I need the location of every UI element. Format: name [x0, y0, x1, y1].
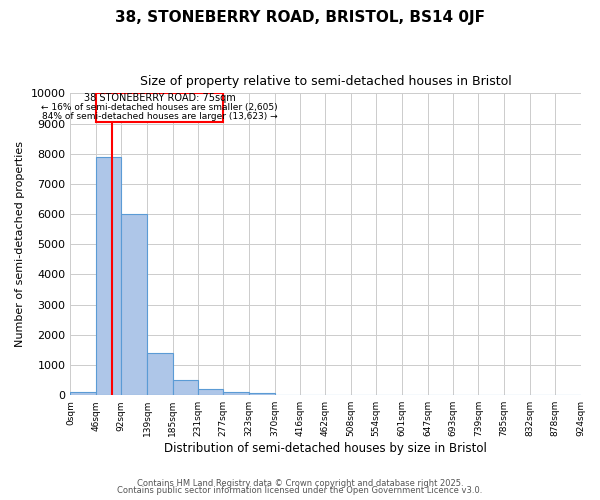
Text: ← 16% of semi-detached houses are smaller (2,605): ← 16% of semi-detached houses are smalle…	[41, 102, 278, 112]
Bar	[223, 392, 249, 395]
Y-axis label: Number of semi-detached properties: Number of semi-detached properties	[15, 142, 25, 348]
Bar	[121, 214, 147, 395]
Bar	[173, 380, 198, 395]
Bar	[249, 394, 275, 395]
X-axis label: Distribution of semi-detached houses by size in Bristol: Distribution of semi-detached houses by …	[164, 442, 487, 455]
Bar	[96, 156, 121, 395]
Text: Contains public sector information licensed under the Open Government Licence v3: Contains public sector information licen…	[118, 486, 482, 495]
Text: 38, STONEBERRY ROAD, BRISTOL, BS14 0JF: 38, STONEBERRY ROAD, BRISTOL, BS14 0JF	[115, 10, 485, 25]
Bar	[147, 353, 173, 395]
Text: 38 STONEBERRY ROAD: 75sqm: 38 STONEBERRY ROAD: 75sqm	[83, 94, 235, 104]
Text: Contains HM Land Registry data © Crown copyright and database right 2025.: Contains HM Land Registry data © Crown c…	[137, 478, 463, 488]
Bar	[198, 389, 223, 395]
Text: 84% of semi-detached houses are larger (13,623) →: 84% of semi-detached houses are larger (…	[42, 112, 277, 121]
Bar	[70, 392, 96, 395]
FancyBboxPatch shape	[96, 94, 223, 122]
Title: Size of property relative to semi-detached houses in Bristol: Size of property relative to semi-detach…	[140, 75, 511, 88]
